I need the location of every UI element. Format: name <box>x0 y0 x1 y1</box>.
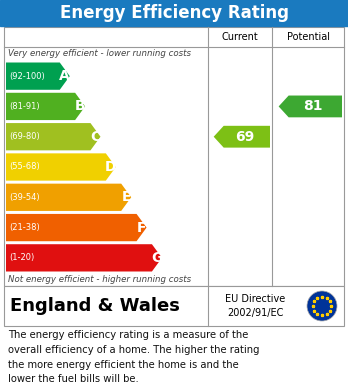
Text: E: E <box>121 190 131 204</box>
Text: The energy efficiency rating is a measure of the
overall efficiency of a home. T: The energy efficiency rating is a measur… <box>8 330 260 384</box>
Text: (69-80): (69-80) <box>9 132 40 141</box>
Polygon shape <box>279 95 342 117</box>
Text: Very energy efficient - lower running costs: Very energy efficient - lower running co… <box>8 50 191 59</box>
Text: C: C <box>90 130 101 144</box>
Text: Energy Efficiency Rating: Energy Efficiency Rating <box>60 4 288 22</box>
Text: (55-68): (55-68) <box>9 163 40 172</box>
Text: A: A <box>60 69 70 83</box>
Polygon shape <box>6 214 147 241</box>
Text: (1-20): (1-20) <box>9 253 34 262</box>
Text: Not energy efficient - higher running costs: Not energy efficient - higher running co… <box>8 275 191 284</box>
Text: England & Wales: England & Wales <box>10 297 180 315</box>
Text: G: G <box>151 251 163 265</box>
Text: 81: 81 <box>303 99 323 113</box>
Polygon shape <box>6 184 131 211</box>
Polygon shape <box>6 63 70 90</box>
Polygon shape <box>214 126 270 148</box>
Text: Current: Current <box>222 32 258 42</box>
Bar <box>4 286 344 326</box>
Bar <box>4 27 344 286</box>
Text: 69: 69 <box>235 130 254 144</box>
Polygon shape <box>6 123 101 151</box>
Text: B: B <box>75 99 85 113</box>
Circle shape <box>307 291 337 321</box>
Text: (39-54): (39-54) <box>9 193 40 202</box>
Text: EU Directive
2002/91/EC: EU Directive 2002/91/EC <box>225 294 285 318</box>
Polygon shape <box>6 244 162 271</box>
Text: (81-91): (81-91) <box>9 102 40 111</box>
Text: Potential: Potential <box>286 32 330 42</box>
Text: (21-38): (21-38) <box>9 223 40 232</box>
Text: (92-100): (92-100) <box>9 72 45 81</box>
Polygon shape <box>6 93 85 120</box>
Text: F: F <box>137 221 146 235</box>
Polygon shape <box>6 153 116 181</box>
Bar <box>0 0 348 26</box>
Text: D: D <box>105 160 117 174</box>
